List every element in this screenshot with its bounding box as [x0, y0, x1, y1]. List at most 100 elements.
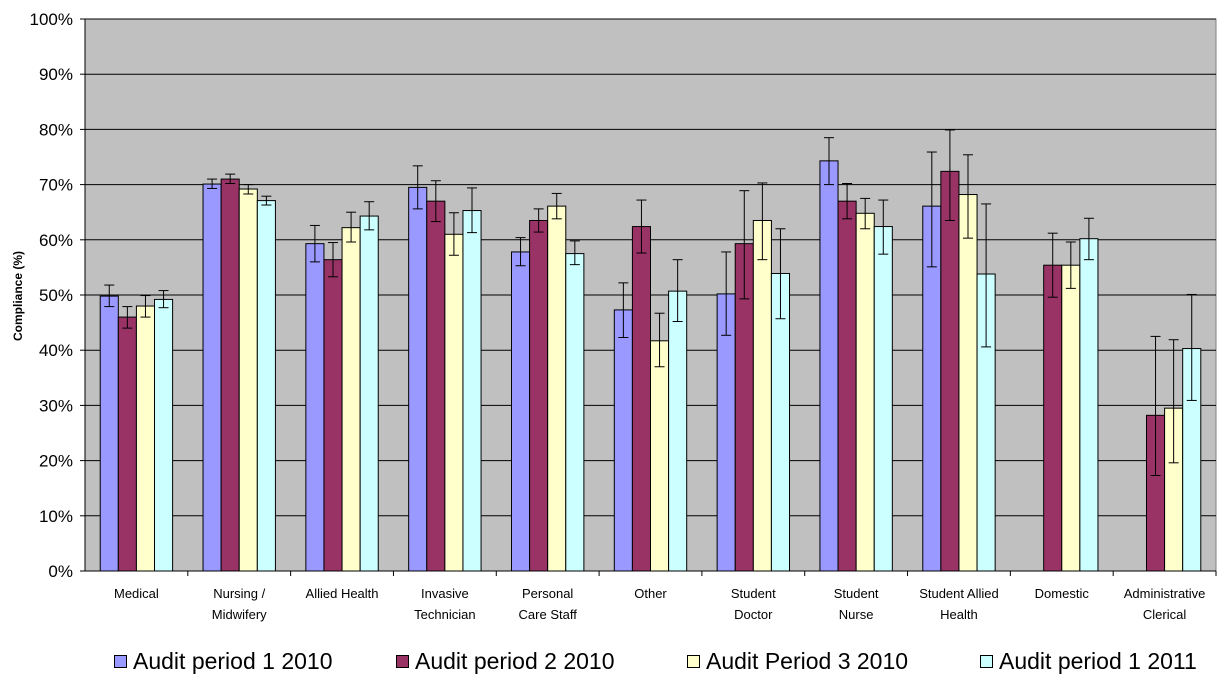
legend-label: Audit period 2 2010: [415, 648, 615, 674]
error-bar: [860, 197, 871, 230]
error-bar: [823, 137, 834, 186]
x-category-label: Student Allied Health: [919, 586, 999, 622]
y-tick-label: 50%: [39, 286, 73, 305]
error-bar: [1150, 335, 1161, 477]
bar-3-3: [341, 227, 361, 572]
bar-4-5: [565, 253, 585, 572]
error-bar: [842, 182, 853, 220]
error-bars-group: [104, 129, 1197, 477]
axes: [80, 18, 1217, 576]
legend-item: Audit period 1 2011: [980, 648, 1197, 675]
error-bar: [412, 165, 423, 210]
legend-swatch: [114, 655, 127, 668]
bar-4-1: [154, 298, 174, 572]
bar-3-5: [547, 205, 567, 572]
bar-1-8: [819, 160, 839, 572]
error-bar: [775, 228, 786, 320]
error-bar: [243, 184, 254, 195]
bar-3-8: [855, 212, 875, 572]
y-axis-tick-labels: 0% 10% 20% 30% 40% 50% 60% 70% 80% 90% 100%: [30, 10, 73, 581]
x-category-label: Invasive Technician: [414, 586, 475, 622]
y-tick-label: 60%: [39, 231, 73, 250]
bar-2-8: [837, 200, 857, 572]
bar-1-1: [99, 295, 119, 572]
error-bar: [207, 178, 218, 189]
error-bar: [636, 199, 647, 254]
x-category-label: Other: [634, 586, 667, 601]
bar-3-10: [1061, 264, 1081, 572]
error-bar: [309, 224, 320, 263]
error-bar: [122, 306, 133, 329]
error-bar: [261, 195, 272, 206]
error-bar: [140, 295, 151, 318]
x-category-label: Student Doctor: [731, 586, 776, 622]
error-bar: [533, 208, 544, 233]
y-tick-label: 10%: [39, 507, 73, 526]
error-bar: [104, 284, 115, 308]
x-category-label: Domestic: [1035, 586, 1090, 601]
error-bar: [944, 129, 955, 221]
legend-swatch: [980, 655, 993, 668]
error-bar: [981, 203, 992, 348]
bar-3-4: [444, 233, 464, 572]
y-axis-label: Compliance (%): [11, 251, 25, 341]
error-bar: [515, 237, 526, 267]
error-bar: [618, 282, 629, 339]
error-bar: [878, 199, 889, 255]
bar-2-4: [426, 200, 446, 572]
error-bar: [757, 182, 768, 261]
bar-1-4: [408, 186, 428, 572]
bar-2-5: [529, 219, 549, 572]
error-bar: [225, 173, 236, 184]
bar-3-2: [238, 188, 258, 572]
legend-label: Audit Period 3 2010: [706, 648, 909, 674]
error-bar: [467, 187, 478, 234]
error-bar: [158, 290, 169, 309]
x-category-label: Student Nurse: [834, 586, 879, 622]
error-bar: [1083, 217, 1094, 261]
bar-2-2: [220, 178, 240, 572]
bar-2-6: [631, 226, 651, 572]
legend-swatch: [396, 655, 409, 668]
bar-3-6: [650, 340, 670, 572]
error-bar: [1065, 241, 1076, 289]
bar-3-7: [752, 219, 772, 572]
legend-item: Audit period 2 2010: [396, 648, 615, 675]
error-bar: [1168, 339, 1179, 464]
bar-4-3: [359, 215, 379, 572]
error-bar: [963, 154, 974, 239]
error-bar: [926, 151, 937, 268]
y-tick-label: 30%: [39, 396, 73, 415]
error-bar: [430, 180, 441, 223]
error-bar: [327, 242, 338, 278]
legend-label: Audit period 1 2011: [999, 648, 1197, 674]
error-bar: [1047, 232, 1058, 298]
y-tick-label: 90%: [39, 65, 73, 84]
y-tick-label: 0%: [48, 562, 73, 581]
bar-1-6: [613, 309, 633, 572]
bar-4-10: [1079, 238, 1099, 572]
compliance-bar-chart: 0% 10% 20% 30% 40% 50% 60% 70% 80% 90% 100% Medica…: [11, 10, 1217, 622]
y-tick-label: 40%: [39, 341, 73, 360]
error-bar: [448, 212, 459, 256]
y-tick-label: 70%: [39, 176, 73, 195]
bar-4-8: [873, 226, 893, 572]
legend-item: Audit period 1 2010: [114, 648, 333, 675]
error-bar: [739, 190, 750, 300]
bar-2-9: [940, 170, 960, 572]
bar-4-6: [668, 290, 688, 572]
x-category-label: Personal Care Staff: [519, 586, 578, 622]
y-tick-label: 100%: [30, 10, 73, 29]
y-tick-label: 80%: [39, 120, 73, 139]
bar-4-2: [256, 200, 276, 572]
x-category-label: Nursing / Midwifery: [212, 586, 267, 622]
error-bar: [364, 201, 375, 231]
x-category-label: Allied Health: [306, 586, 379, 601]
error-bar: [1186, 293, 1197, 401]
bars-group: [99, 160, 1202, 572]
bar-2-10: [1043, 264, 1063, 572]
bar-2-3: [323, 259, 343, 572]
legend-label: Audit period 1 2010: [133, 648, 333, 674]
error-bar: [721, 251, 732, 336]
bar-3-1: [135, 305, 156, 572]
